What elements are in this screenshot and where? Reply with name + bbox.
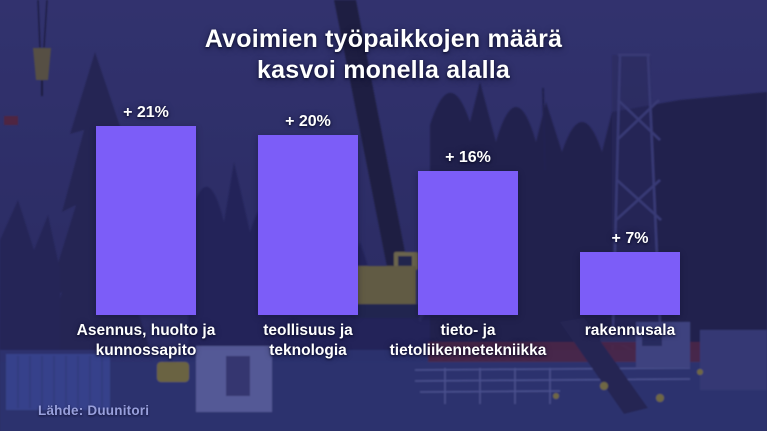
chart-title: Avoimien työpaikkojen määrä kasvoi monel… bbox=[204, 25, 563, 84]
bar-value-label: + 16% bbox=[445, 149, 491, 166]
bar-category-label: teollisuus ja teknologia bbox=[263, 322, 353, 359]
bar-asennus-huolto-kunnossapito: + 21% Asennus, huolto ja kunnossapito bbox=[77, 104, 216, 359]
bar-tietoliikennetekniikka: + 16% tieto- ja tietoliikennetekniikka bbox=[390, 149, 547, 359]
bar-category-label: rakennusala bbox=[584, 322, 676, 339]
bar-value-label: + 21% bbox=[123, 104, 169, 121]
bar-rakennusala: + 7% rakennusala bbox=[580, 230, 680, 339]
bar-teollisuus-teknologia: + 20% teollisuus ja teknologia bbox=[258, 113, 358, 359]
bar-value-label: + 7% bbox=[611, 230, 649, 247]
bar-value-label: + 20% bbox=[285, 113, 331, 130]
source-credit: Lähde: Duunitori bbox=[38, 403, 150, 418]
bar-category-label: tieto- ja tietoliikennetekniikka bbox=[389, 322, 547, 359]
bar-category-label: Asennus, huolto ja kunnossapito bbox=[76, 322, 216, 359]
